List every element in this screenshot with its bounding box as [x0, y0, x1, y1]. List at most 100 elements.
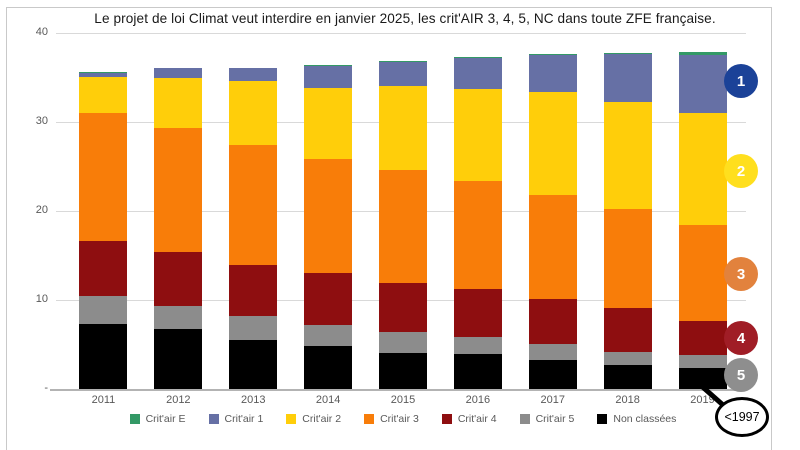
y-tick-label-0: -: [44, 382, 48, 394]
legend-label: Crit'air 2: [302, 413, 342, 425]
bar-segment-2017-crit-air-3: [528, 195, 577, 300]
bar-segment-2016-crit-air-3: [453, 181, 502, 290]
stacked-bar-2014: [304, 65, 353, 389]
legend-label: Crit'air E: [145, 413, 186, 425]
bar-segment-2016-crit-air-1: [453, 58, 502, 89]
y-tick-label-20: 20: [35, 204, 48, 217]
bar-segment-2014-crit-air-1: [304, 66, 353, 88]
critair-badge-icon-1: 1: [724, 64, 758, 98]
legend-item-crit-air-1: Crit'air 1: [208, 413, 264, 425]
bar-segment-2018-non-class-es: [603, 365, 652, 389]
bar-segment-2014-crit-air-5: [304, 325, 353, 347]
bar-segment-2019-crit-air-1: [678, 54, 727, 113]
bar-segment-2013-crit-air-1: [229, 68, 278, 82]
legend-swatch-icon: [286, 414, 297, 424]
legend-swatch-icon: [208, 414, 219, 424]
stacked-bar-2011: [79, 72, 128, 389]
x-tick-label-2017: 2017: [540, 394, 565, 406]
stacked-bar-2017: [528, 53, 577, 389]
x-axis-line: [50, 389, 746, 391]
x-tick-label-2011: 2011: [91, 394, 116, 406]
bar-segment-2017-crit-air-1: [528, 54, 577, 93]
bar-segment-2014-crit-air-e: [304, 65, 353, 67]
legend-label: Non classées: [613, 413, 677, 425]
bar-segment-2017-crit-air-4: [528, 299, 577, 344]
stacked-bar-2013: [229, 67, 278, 389]
gridline-40: [56, 33, 746, 35]
bar-segment-2017-crit-air-2: [528, 92, 577, 196]
y-tick-label-10: 10: [35, 293, 48, 306]
y-tick-label-30: 30: [35, 115, 48, 128]
bar-segment-2015-crit-air-4: [379, 283, 427, 333]
legend-label: Crit'air 3: [380, 413, 419, 425]
bar-segment-2019-crit-air-e: [678, 52, 727, 55]
bar-segment-2014-non-class-es: [304, 346, 353, 389]
x-tick-label-2018: 2018: [615, 394, 640, 406]
legend-swatch-icon: [364, 414, 375, 424]
bar-segment-2019-crit-air-5: [678, 355, 727, 368]
bar-segment-2014-crit-air-4: [304, 272, 353, 325]
pre-1997-callout: <1997: [715, 397, 769, 437]
legend-label: Crit'air 5: [535, 413, 575, 425]
bar-segment-2019-crit-air-2: [678, 112, 727, 225]
bar-segment-2013-crit-air-2: [229, 81, 278, 145]
bar-segment-2019-non-class-es: [678, 367, 727, 389]
bar-segment-2018-crit-air-2: [603, 101, 652, 209]
bar-segment-2018-crit-air-3: [603, 208, 652, 309]
bar-segment-2015-crit-air-1: [379, 61, 427, 86]
bar-segment-2015-crit-air-5: [379, 332, 427, 353]
bar-segment-2016-crit-air-4: [453, 289, 502, 337]
critair-badge-icon-5: 5: [724, 358, 758, 392]
bar-segment-2012-crit-air-2: [154, 77, 203, 128]
critair-badge-icon-3: 3: [724, 257, 758, 291]
bar-segment-2013-crit-air-3: [229, 144, 278, 265]
x-tick-label-2014: 2014: [315, 394, 341, 406]
x-tick-label-2016: 2016: [465, 394, 491, 406]
bar-segment-2012-crit-air-1: [154, 68, 203, 78]
bar-segment-2018-crit-air-e: [603, 52, 652, 54]
bar-segment-2017-non-class-es: [528, 359, 577, 389]
bar-segment-2016-crit-air-2: [453, 88, 502, 182]
stacked-bar-2015: [379, 61, 427, 389]
bar-segment-2012-crit-air-5: [154, 306, 203, 330]
bar-segment-2015-crit-air-2: [379, 85, 427, 171]
bar-segment-2013-crit-air-4: [229, 264, 278, 317]
stacked-bar-2016: [453, 57, 502, 389]
bar-segment-2015-crit-air-e: [379, 61, 427, 62]
x-tick-label-2015: 2015: [390, 394, 416, 406]
legend-item-crit-air-2: Crit'air 2: [286, 413, 341, 425]
bar-segment-2011-non-class-es: [79, 324, 128, 389]
bar-segment-2011-crit-air-5: [79, 295, 128, 325]
chart-legend: Crit'air E Crit'air 1 Crit'air 2 Crit'air 3…: [60, 413, 746, 425]
bar-segment-2018-crit-air-5: [603, 351, 652, 365]
chart-frame: [6, 7, 772, 450]
legend-item-crit-air-4: Crit'air 4: [441, 413, 497, 425]
bar-segment-2017-crit-air-5: [528, 343, 577, 360]
bar-segment-2012-non-class-es: [154, 329, 203, 389]
y-tick-label-40: 40: [35, 26, 48, 39]
chart-title: Le projet de loi Climat veut interdire e…: [94, 11, 716, 26]
bar-segment-2019-crit-air-3: [678, 224, 727, 321]
legend-swatch-icon: [129, 414, 140, 424]
bar-segment-2011-crit-air-4: [79, 240, 128, 296]
critair-badge-icon-4: 4: [724, 321, 758, 355]
bar-segment-2016-non-class-es: [453, 354, 502, 389]
critair-badge-icon-2: 2: [724, 154, 758, 188]
legend-label: Crit'air 1: [224, 413, 264, 425]
bar-segment-2011-crit-air-3: [79, 112, 128, 241]
bar-segment-2012-crit-air-3: [154, 127, 203, 253]
bar-segment-2016-crit-air-e: [453, 57, 502, 59]
stacked-bar-2019: [678, 52, 727, 389]
x-tick-label-2013: 2013: [240, 394, 266, 406]
bar-segment-2018-crit-air-4: [603, 308, 652, 352]
bar-segment-2015-crit-air-3: [379, 170, 427, 284]
bar-segment-2011-crit-air-1: [79, 72, 128, 77]
bar-segment-2014-crit-air-3: [304, 158, 353, 273]
stacked-bar-2018: [603, 52, 652, 389]
legend-swatch-icon: [597, 414, 608, 424]
x-tick-label-2012: 2012: [166, 394, 191, 406]
legend-item-crit-air-5: Crit'air 5: [519, 413, 575, 425]
bar-segment-2014-crit-air-2: [304, 87, 353, 159]
legend-swatch-icon: [519, 414, 530, 424]
